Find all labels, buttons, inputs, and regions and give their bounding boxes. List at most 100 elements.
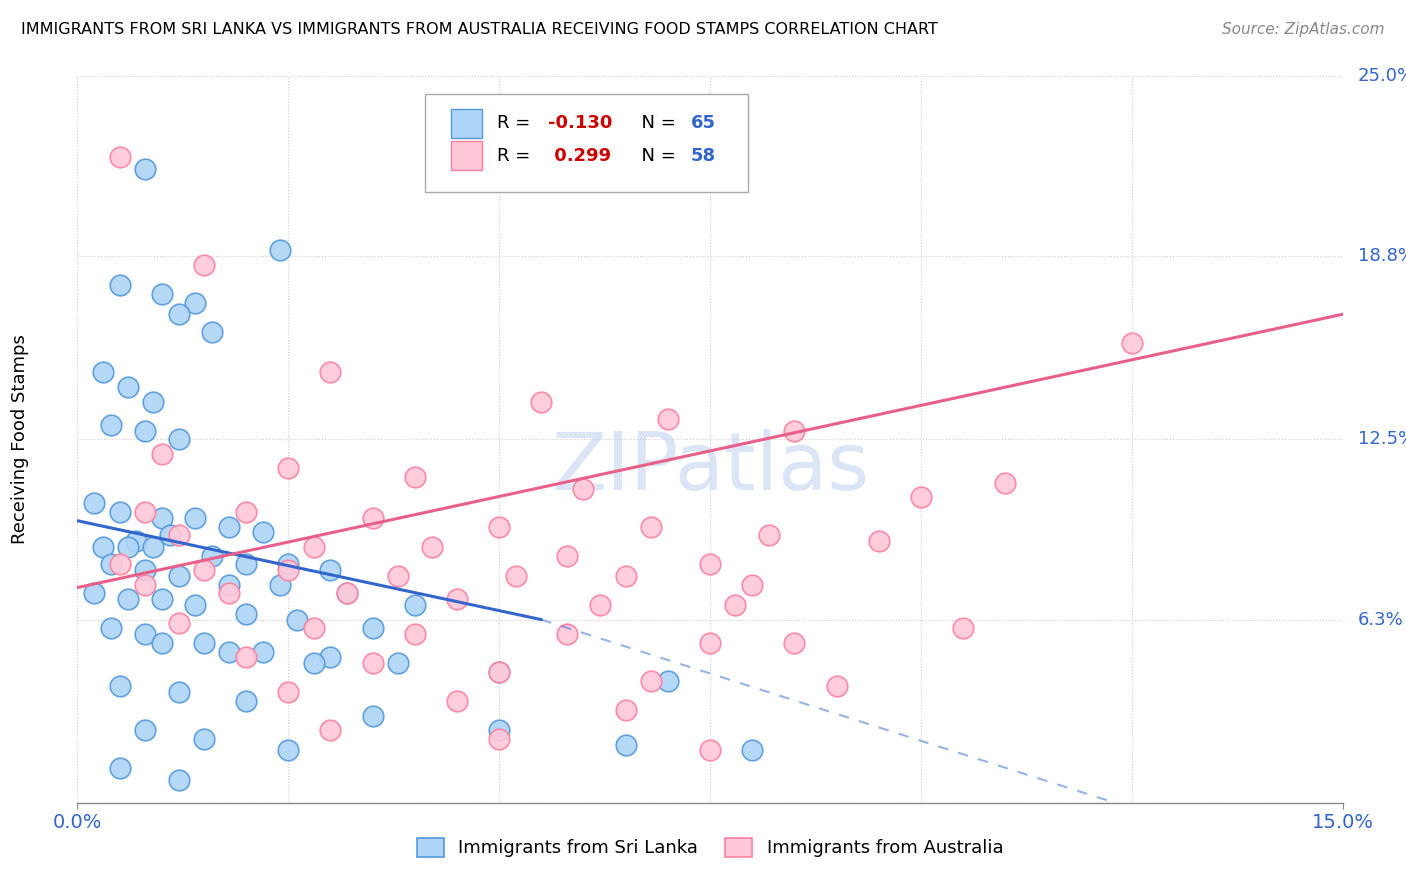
Point: [1121, 336, 1143, 351]
Point: [142, 540, 165, 554]
Point: [505, 569, 527, 583]
Point: [83, 496, 105, 510]
Point: [319, 723, 342, 737]
Point: [108, 150, 131, 164]
Point: [741, 743, 763, 757]
Point: [387, 569, 409, 583]
Point: [150, 447, 173, 461]
Point: [167, 772, 190, 787]
Point: [100, 621, 122, 635]
Point: [117, 380, 139, 394]
Point: [319, 650, 342, 665]
Point: [150, 592, 173, 607]
Point: [150, 636, 173, 650]
Point: [167, 528, 190, 542]
Point: [184, 511, 207, 525]
Point: [302, 540, 325, 554]
Point: [657, 673, 679, 688]
Point: [530, 394, 553, 409]
Point: [108, 278, 131, 293]
Point: [117, 540, 139, 554]
Point: [193, 731, 215, 746]
Point: [302, 621, 325, 635]
Point: [134, 563, 156, 577]
Point: [640, 519, 662, 533]
Point: [235, 650, 257, 665]
Point: [159, 528, 181, 542]
Text: Receiving Food Stamps: Receiving Food Stamps: [11, 334, 30, 544]
Point: [100, 417, 122, 432]
Point: [134, 424, 156, 438]
FancyBboxPatch shape: [450, 141, 482, 170]
Point: [741, 578, 763, 592]
Point: [910, 491, 932, 505]
Point: [446, 694, 468, 708]
Point: [235, 607, 257, 621]
Text: Source: ZipAtlas.com: Source: ZipAtlas.com: [1222, 22, 1385, 37]
FancyBboxPatch shape: [425, 94, 748, 192]
Point: [193, 636, 215, 650]
Point: [336, 586, 359, 600]
Point: [361, 657, 384, 671]
Point: [404, 627, 426, 641]
Point: [783, 424, 806, 438]
Point: [117, 592, 139, 607]
Point: [277, 685, 299, 699]
Point: [277, 558, 299, 572]
Point: [724, 598, 747, 612]
Point: [699, 743, 721, 757]
Point: [555, 549, 578, 563]
Text: IMMIGRANTS FROM SRI LANKA VS IMMIGRANTS FROM AUSTRALIA RECEIVING FOOD STAMPS COR: IMMIGRANTS FROM SRI LANKA VS IMMIGRANTS …: [21, 22, 938, 37]
Point: [218, 644, 240, 658]
Point: [404, 470, 426, 484]
Point: [150, 287, 173, 301]
Point: [108, 680, 131, 694]
Text: 0.299: 0.299: [548, 147, 612, 165]
Text: 65: 65: [692, 114, 716, 132]
Point: [952, 621, 974, 635]
Text: -0.130: -0.130: [548, 114, 613, 132]
Point: [134, 723, 156, 737]
Point: [589, 598, 612, 612]
Point: [614, 569, 637, 583]
Point: [252, 525, 274, 540]
Point: [167, 307, 190, 321]
Point: [758, 528, 780, 542]
Text: R =: R =: [498, 114, 537, 132]
Point: [167, 615, 190, 630]
Point: [193, 563, 215, 577]
Point: [488, 723, 510, 737]
Point: [100, 558, 122, 572]
Point: [302, 657, 325, 671]
Point: [614, 703, 637, 717]
Point: [83, 586, 105, 600]
Legend: Immigrants from Sri Lanka, Immigrants from Australia: Immigrants from Sri Lanka, Immigrants fr…: [408, 829, 1012, 866]
FancyBboxPatch shape: [450, 109, 482, 137]
Point: [640, 673, 662, 688]
Point: [235, 505, 257, 519]
Point: [488, 665, 510, 679]
Text: R =: R =: [498, 147, 537, 165]
Point: [488, 665, 510, 679]
Point: [361, 621, 384, 635]
Point: [285, 613, 308, 627]
Point: [218, 586, 240, 600]
Point: [150, 511, 173, 525]
Point: [108, 761, 131, 775]
Point: [108, 505, 131, 519]
Text: N =: N =: [630, 147, 682, 165]
Point: [167, 685, 190, 699]
Point: [277, 563, 299, 577]
Point: [91, 366, 114, 380]
Point: [134, 578, 156, 592]
Point: [108, 558, 131, 572]
Point: [361, 511, 384, 525]
Point: [783, 636, 806, 650]
Point: [699, 558, 721, 572]
Point: [201, 549, 224, 563]
Point: [91, 540, 114, 554]
Point: [134, 161, 156, 176]
Point: [319, 563, 342, 577]
Point: [319, 366, 342, 380]
Text: 58: 58: [692, 147, 716, 165]
